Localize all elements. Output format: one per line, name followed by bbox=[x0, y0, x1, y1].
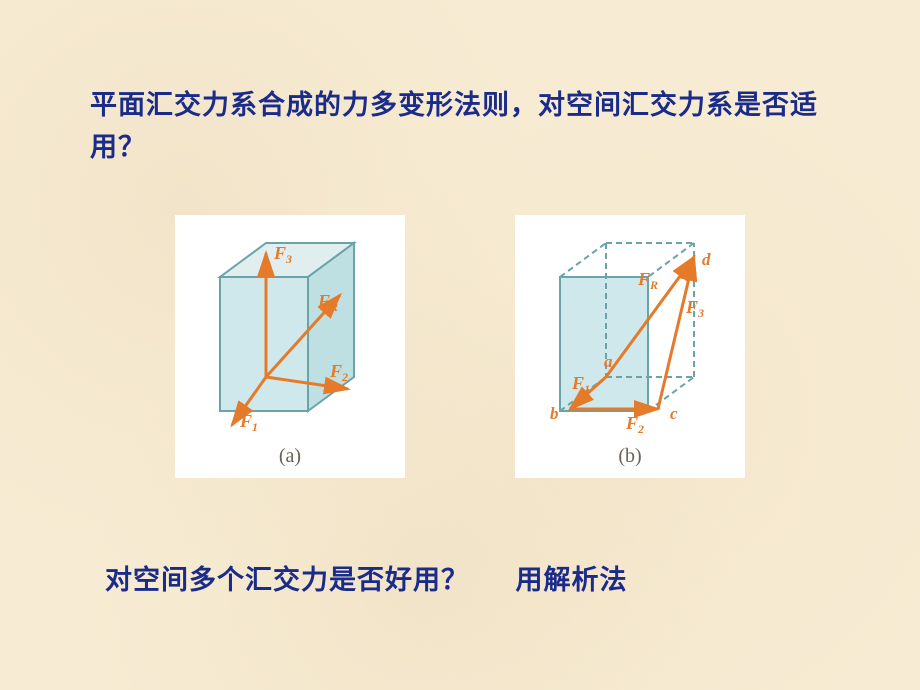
bottom-line: 对空间多个汇交力是否好用？ 用解析法 bbox=[105, 558, 825, 597]
svg-text:c: c bbox=[670, 404, 678, 423]
svg-text:d: d bbox=[702, 250, 711, 269]
figure-b-panel: F1F2F3FRabcd (b) bbox=[515, 215, 745, 478]
figure-a-panel: F1F2F3FR (a) bbox=[175, 215, 405, 478]
svg-text:a: a bbox=[604, 352, 613, 371]
bottom-question-2: 用解析法 bbox=[516, 565, 628, 595]
svg-text:b: b bbox=[550, 404, 559, 423]
svg-text:FR: FR bbox=[637, 269, 658, 292]
figure-b-caption: (b) bbox=[529, 445, 731, 468]
bottom-question-1: 对空间多个汇交力是否好用？ bbox=[105, 565, 469, 595]
figure-b-svg: F1F2F3FRabcd bbox=[530, 229, 730, 439]
figure-a-caption: (a) bbox=[189, 445, 391, 468]
svg-text:F3: F3 bbox=[685, 297, 704, 320]
figures-row: F1F2F3FR (a) F1F2F3FRabcd (b) bbox=[0, 215, 920, 478]
figure-a-svg: F1F2F3FR bbox=[190, 229, 390, 439]
svg-text:F1: F1 bbox=[239, 411, 258, 434]
svg-text:F2: F2 bbox=[625, 413, 644, 436]
question-text: 平面汇交力系合成的力多变形法则，对空间汇交力系是否适用？ bbox=[90, 85, 830, 169]
